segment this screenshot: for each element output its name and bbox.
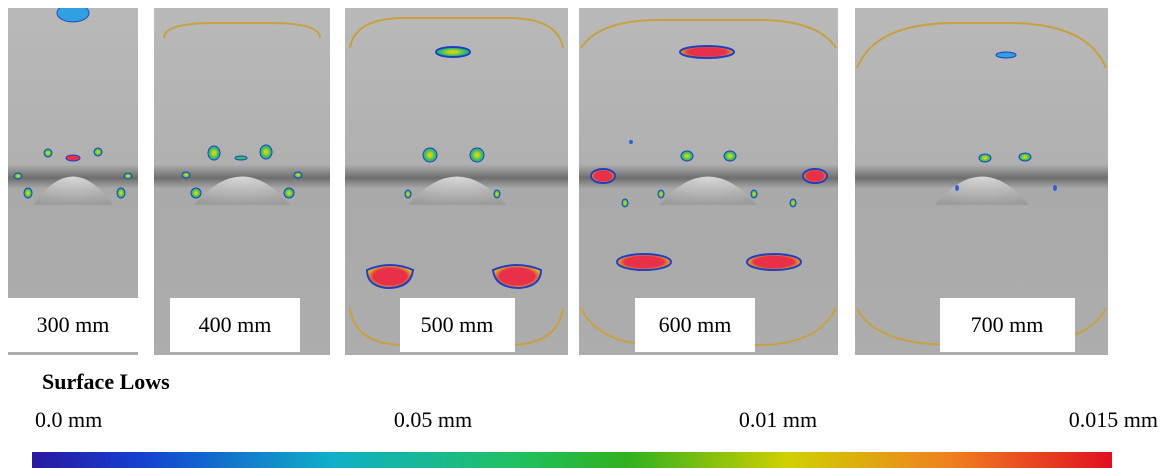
scale-label: 0.0 mm [35,407,102,432]
scale-label: 0.05 mm [394,407,472,432]
label-box [170,298,300,352]
panel [154,8,330,355]
legend-title: Surface Lows [42,369,170,394]
panel-label: 600 mm [659,312,732,337]
panel [345,8,568,355]
label-box [400,298,515,352]
panel [8,8,138,355]
label-box [940,298,1075,352]
color-bar [32,452,1112,468]
panel-label: 400 mm [199,312,272,337]
panel [855,8,1108,355]
panel-label: 500 mm [421,312,494,337]
panel-label: 700 mm [971,312,1044,337]
panel [579,8,838,355]
scale-label: 0.01 mm [739,407,817,432]
scale-label: 0.015 mm [1069,407,1158,432]
panel-label: 300 mm [37,312,110,337]
label-box [635,298,755,352]
